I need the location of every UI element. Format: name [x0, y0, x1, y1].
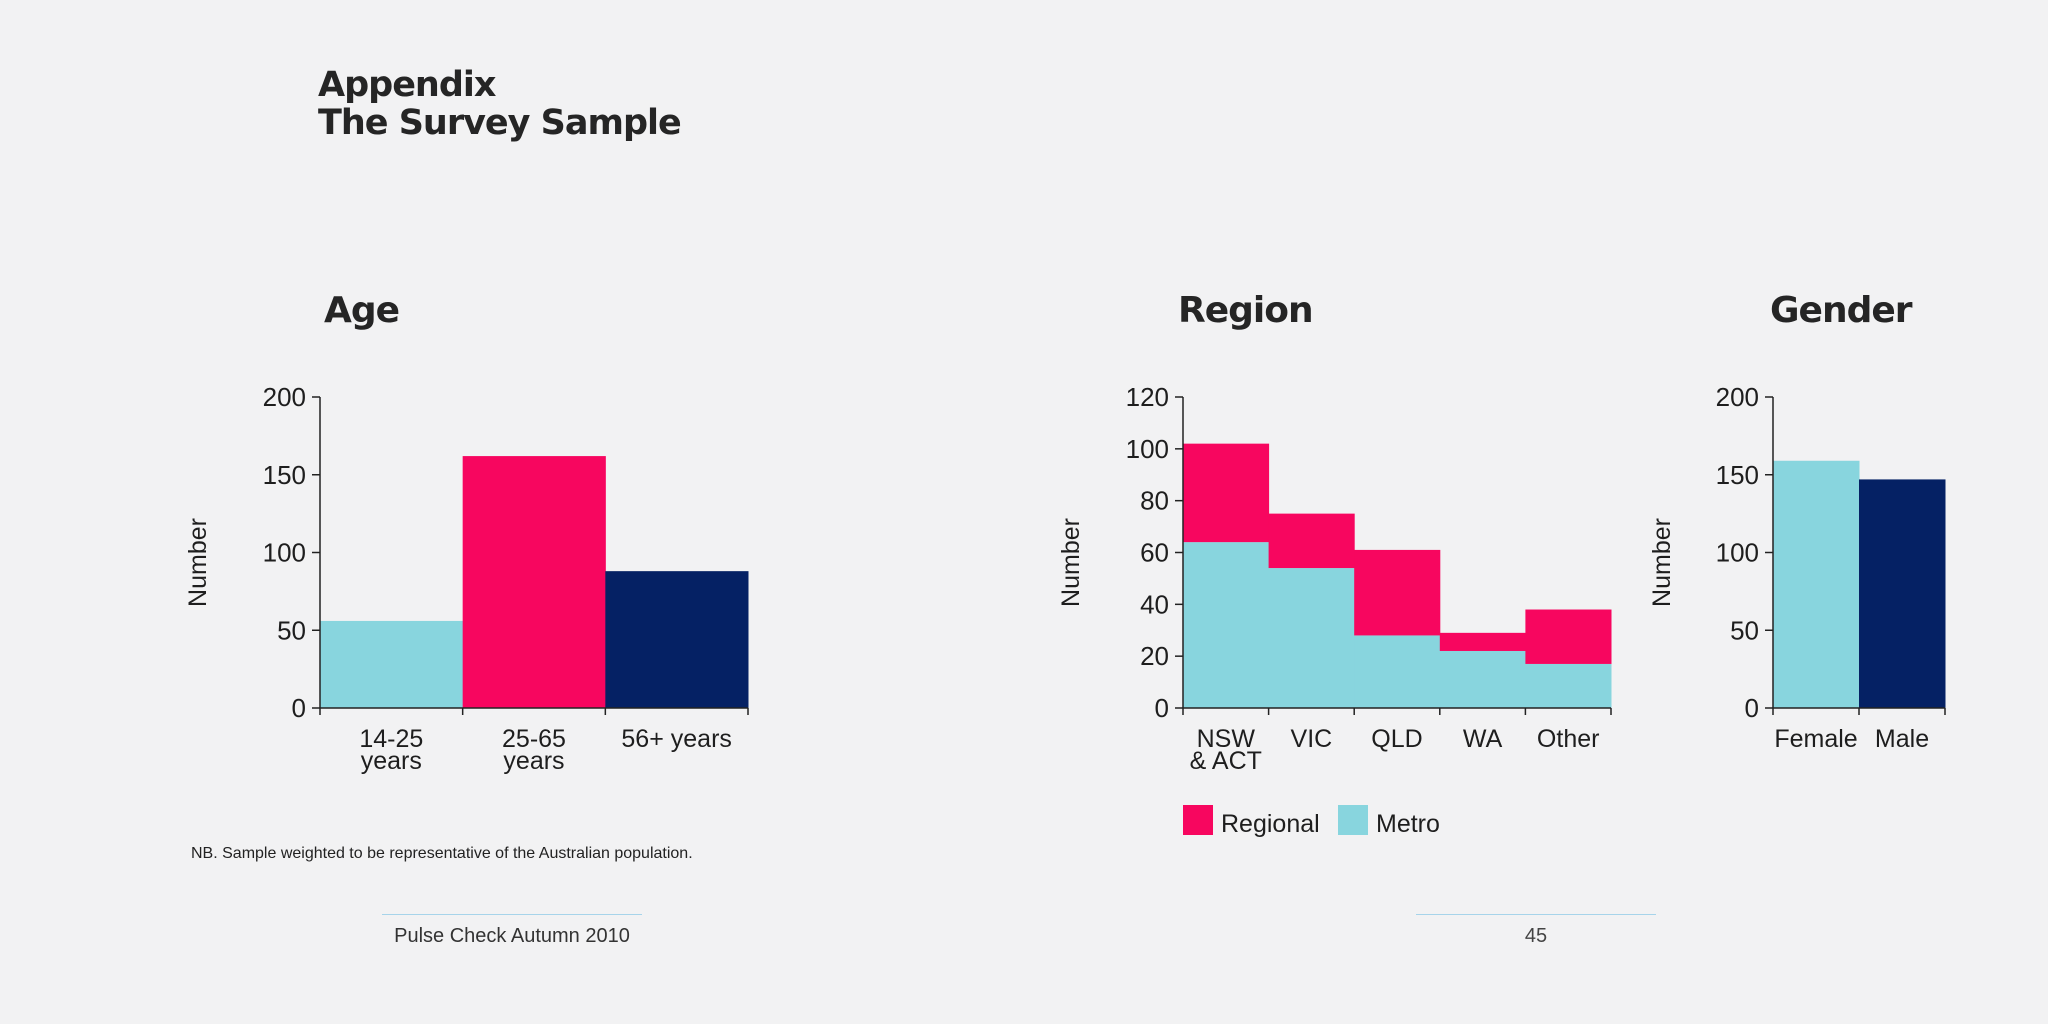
region-bar-metro-1 [1268, 568, 1355, 708]
age-x-tick-label: 25-65 [502, 725, 566, 753]
region-bar-regional-1 [1268, 513, 1355, 569]
region-bar-regional-4 [1525, 609, 1612, 664]
page-number: 45 [1416, 914, 1656, 948]
region-legend-swatch-regional [1183, 805, 1213, 835]
gender-y-tick-label: 100 [1716, 538, 1759, 568]
region-y-tick-label: 120 [1126, 382, 1169, 412]
age-y-tick-label: 50 [277, 615, 306, 645]
gender-x-tick-label: Female [1774, 725, 1857, 753]
gender-bar-0 [1773, 460, 1860, 708]
region-bar-metro-3 [1439, 650, 1526, 708]
gender-y-tick-label: 0 [1745, 693, 1759, 723]
age-y-tick-label: 0 [292, 693, 306, 723]
gender-y-tick-label: 50 [1730, 615, 1759, 645]
region-bar-metro-4 [1525, 663, 1612, 708]
region-y-tick-label: 60 [1140, 538, 1169, 568]
region-x-tick-label: WA [1463, 725, 1503, 753]
region-y-tick-label: 80 [1140, 486, 1169, 516]
footer-publication: Pulse Check Autumn 2010 [382, 914, 642, 948]
region-y-tick-label: 20 [1140, 641, 1169, 671]
region-y-tick-label: 100 [1126, 434, 1169, 464]
title-line-2: The Survey Sample [318, 103, 682, 143]
region-y-axis-label: Number [1057, 518, 1085, 607]
region-bar-regional-3 [1439, 632, 1526, 651]
gender-y-tick-label: 150 [1716, 460, 1759, 490]
region-x-tick-label: Other [1537, 725, 1600, 753]
region-x-tick-label: NSW [1197, 725, 1256, 753]
age-bar-1 [462, 456, 606, 708]
region-chart-title: Region [1178, 290, 1314, 331]
region-x-tick-label: & ACT [1190, 747, 1262, 775]
age-x-tick-label: 56+ years [621, 725, 732, 753]
gender-bar-1 [1859, 479, 1946, 708]
age-bar-2 [605, 571, 749, 708]
age-x-tick-label: years [361, 747, 422, 775]
age-x-tick-label: 14-25 [359, 725, 423, 753]
region-bar-regional-2 [1354, 549, 1441, 636]
age-chart-title: Age [324, 290, 400, 331]
region-bar-metro-2 [1354, 635, 1441, 708]
title-line-1: Appendix [318, 65, 496, 105]
gender-x-tick-label: Male [1875, 725, 1929, 753]
region-legend-label-regional: Regional [1221, 810, 1320, 838]
region-bar-regional-0 [1183, 443, 1270, 543]
region-y-tick-label: 0 [1155, 693, 1169, 723]
region-y-tick-label: 40 [1140, 589, 1169, 619]
region-legend-label-metro: Metro [1376, 810, 1440, 838]
age-y-tick-label: 200 [263, 382, 306, 412]
sample-note: NB. Sample weighted to be representative… [191, 845, 693, 862]
age-y-tick-label: 100 [263, 538, 306, 568]
region-bar-metro-0 [1183, 542, 1270, 708]
age-x-tick-label: years [503, 747, 564, 775]
age-y-tick-label: 150 [263, 460, 306, 490]
page-title: Appendix The Survey Sample [318, 65, 682, 143]
region-legend-swatch-metro [1338, 805, 1368, 835]
region-x-tick-label: VIC [1291, 725, 1333, 753]
age-y-axis-label: Number [184, 518, 212, 607]
gender-y-tick-label: 200 [1716, 382, 1759, 412]
region-x-tick-label: QLD [1371, 725, 1422, 753]
gender-chart-title: Gender [1770, 290, 1913, 331]
gender-y-axis-label: Number [1648, 518, 1676, 607]
age-bar-0 [320, 620, 464, 708]
